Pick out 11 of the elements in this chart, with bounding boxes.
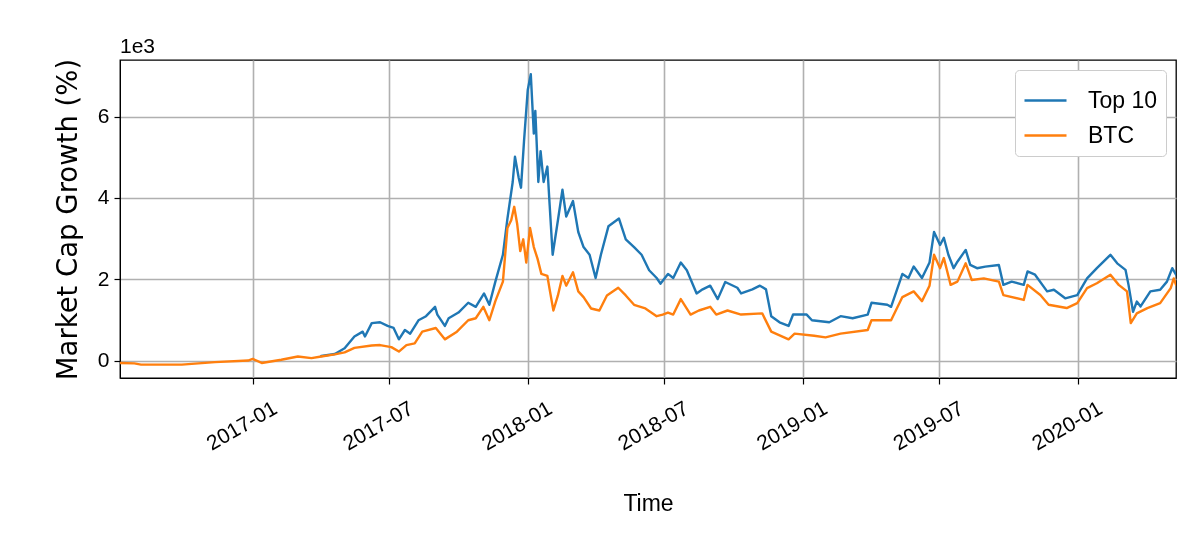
y-tick-label: 0 bbox=[97, 348, 110, 372]
line-series bbox=[320, 73, 1176, 358]
y-axis-title: Market Cap Growth (%) bbox=[50, 58, 83, 381]
y-tick-label: 6 bbox=[97, 104, 110, 128]
legend-label: Top 10 bbox=[1088, 86, 1158, 113]
y-tick-label: 4 bbox=[97, 185, 110, 209]
y-tick-label: 2 bbox=[97, 266, 110, 290]
line-series bbox=[120, 205, 1176, 366]
x-axis-title: Time bbox=[623, 489, 674, 516]
text: 1e3 bbox=[120, 34, 156, 57]
legend-label: BTC bbox=[1088, 121, 1134, 148]
